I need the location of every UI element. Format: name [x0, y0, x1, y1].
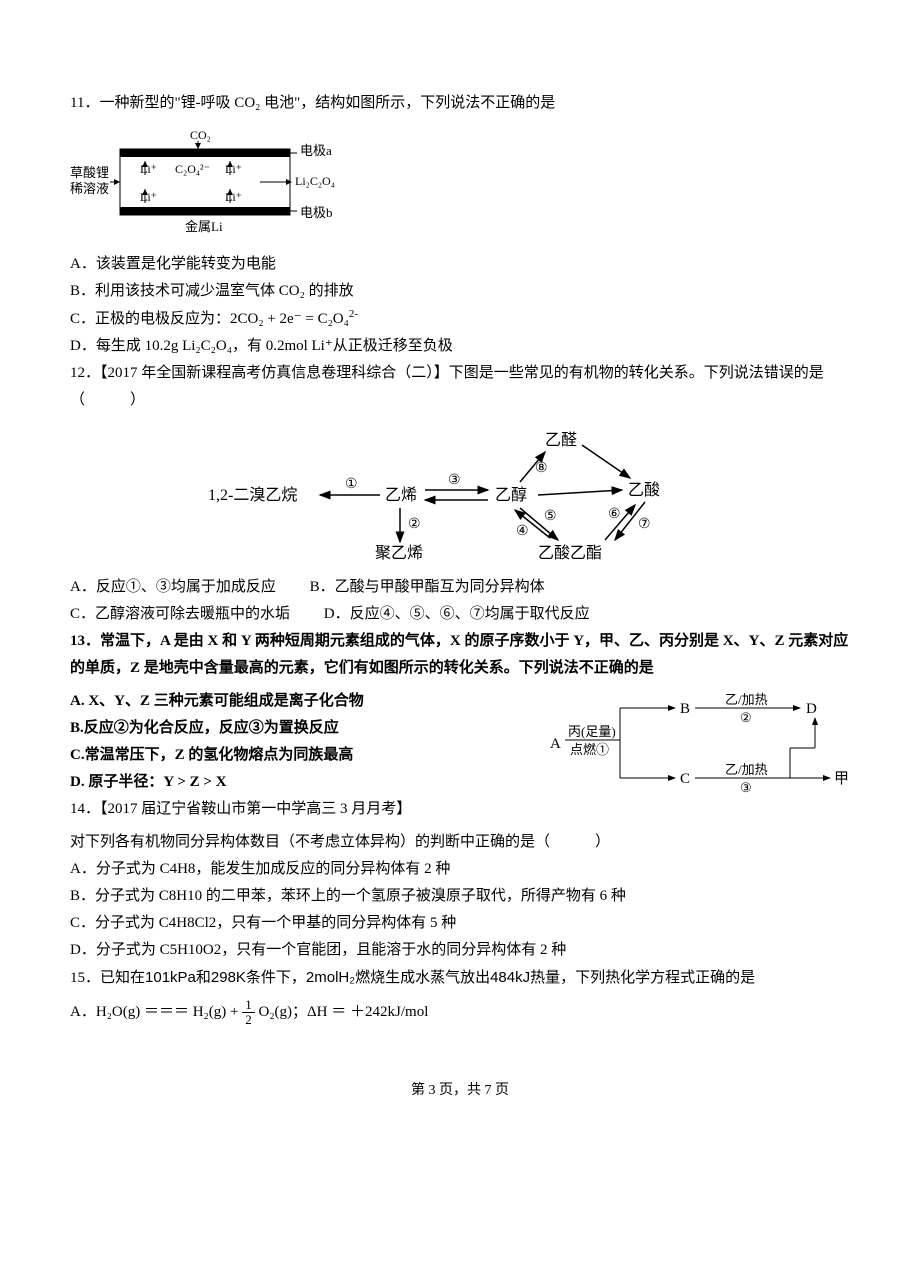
node-a: A — [550, 736, 561, 752]
edge-2: ② — [408, 517, 421, 532]
label-left1: 草酸锂 — [70, 165, 109, 180]
q12-opts-row2: C．乙醇溶液可除去暖瓶中的水垢 D．反应④、⑤、⑥、⑦均属于取代反应 — [70, 601, 850, 628]
label-li2c2o4: Li₂C₂O₄ — [295, 174, 335, 188]
edge2-label: 乙/加热 — [725, 692, 768, 707]
edge-5: ⑤ — [544, 509, 557, 524]
label-li4: Li⁺ — [225, 190, 242, 204]
q11-opt-d: D．每生成 10.2g Li₂C₂O₄，有 0.2mol Li⁺从正极迁移至负极 — [70, 333, 850, 360]
node-ethanol: 乙醇 — [495, 486, 527, 504]
q13-opt-d: D. 原子半径：Y > Z > X — [70, 769, 540, 796]
page-footer: 第 3 页，共 7 页 — [70, 1078, 850, 1103]
node-b: B — [680, 701, 690, 717]
edge-3: ③ — [448, 473, 461, 488]
q14-opt-c: C．分子式为 C4H8Cl2，只有一个甲基的同分异构体有 5 种 — [70, 910, 850, 937]
q13-opt-b: B.反应②为化合反应，反应③为置换反应 — [70, 715, 540, 742]
node-acetic: 乙酸 — [628, 481, 660, 499]
q12-opt-b: B．乙酸与甲酸甲酯互为同分异构体 — [310, 574, 545, 601]
q13-stem: 13．常温下，A 是由 X 和 Y 两种短周期元素组成的气体，X 的原子序数小于… — [70, 628, 850, 682]
q11-opt-c: C．正极的电极反应为：2CO₂ + 2e⁻ = C₂O₄2- — [70, 305, 850, 333]
label-electrode-b: 电极b — [300, 205, 333, 220]
node-ethene: 乙烯 — [385, 486, 417, 504]
q12-opt-c: C．乙醇溶液可除去暖瓶中的水垢 — [70, 601, 290, 628]
label-co2: CO₂ — [190, 128, 211, 142]
q13-opt-c: C.常温常压下，Z 的氢化物熔点为同族最高 — [70, 742, 540, 769]
q14-opt-a: A．分子式为 C4H8，能发生加成反应的同分异构体有 2 种 — [70, 856, 850, 883]
cond-bot: 点燃① — [570, 742, 609, 757]
q14-opt-b: B．分子式为 C8H10 的二甲苯，苯环上的一个氢原子被溴原子取代，所得产物有 … — [70, 883, 850, 910]
node-dibromo: 1,2-二溴乙烷 — [208, 486, 297, 504]
label-left2: 稀溶液 — [70, 181, 109, 196]
edge-6: ⑥ — [608, 507, 621, 522]
edge3-label: 乙/加热 — [725, 762, 768, 777]
q14-opt-d: D．分子式为 C5H10O2，只有一个官能团，且能溶于水的同分异构体有 2 种 — [70, 937, 850, 964]
label-li3: Li⁺ — [140, 190, 157, 204]
q12-opts-row1: A．反应①、③均属于加成反应 B．乙酸与甲酸甲酯互为同分异构体 — [70, 574, 850, 601]
q15-stem: 15．已知在101kPa和298K条件下，2molH₂燃烧生成水蒸气放出484k… — [70, 964, 850, 992]
q13-opt-a: A. X、Y、Z 三种元素可能组成是离子化合物 — [70, 688, 540, 715]
label-li2: Li⁺ — [225, 162, 242, 176]
node-d: D — [806, 701, 817, 717]
node-c: C — [680, 771, 690, 787]
q11-stem: 11．一种新型的"锂-呼吸 CO₂ 电池"，结构如图所示，下列说法不正确的是 — [70, 90, 850, 117]
cond-top: 丙(足量) — [568, 724, 616, 739]
q12-opt-a: A．反应①、③均属于加成反应 — [70, 574, 276, 601]
q11-opt-a: A．该装置是化学能转变为电能 — [70, 251, 850, 278]
q13-diagram: A 丙(足量) 点燃① B C 乙/加热 ② D 乙/加热 ③ 甲 — [550, 688, 850, 808]
label-electrode-a: 电极a — [300, 143, 332, 158]
q12-opt-d: D．反应④、⑤、⑥、⑦均属于取代反应 — [324, 601, 590, 628]
node-jia: 甲 — [834, 771, 849, 787]
label-li1: Li⁺ — [140, 162, 157, 176]
node-acetal: 乙醛 — [545, 431, 577, 449]
edge2-num: ② — [740, 710, 752, 725]
node-pe: 聚乙烯 — [375, 544, 423, 562]
q14-stem2: 对下列各有机物同分异构体数目（不考虑立体异构）的判断中正确的是（ ） — [70, 829, 850, 856]
q15-opt-a: A．H₂O(g) ＝＝＝ H₂(g) + 12 O₂(g)；ΔH ＝ ＋242k… — [70, 998, 850, 1028]
q11-diagram: CO₂ 电极a 草酸锂 稀溶液 Li⁺ C₂O₄²⁻ Li⁺ Li⁺ Li⁺ L… — [70, 127, 360, 237]
node-ester: 乙酸乙酯 — [538, 544, 602, 562]
q12-stem: 12．【2017 年全国新课程高考仿真信息卷理科综合（二）】下图是一些常见的有机… — [70, 360, 850, 414]
edge3-num: ③ — [740, 780, 752, 795]
q11-opt-b: B．利用该技术可减少温室气体 CO₂ 的排放 — [70, 278, 850, 305]
edge-8: ⑧ — [535, 461, 548, 476]
edge-7: ⑦ — [638, 517, 651, 532]
edge-1: ① — [345, 477, 358, 492]
label-metal-li: 金属Li — [185, 219, 223, 234]
label-c2o4: C₂O₄²⁻ — [175, 162, 210, 176]
q12-diagram: 1,2-二溴乙烷 乙烯 聚乙烯 乙醇 乙醛 乙酸 乙酸乙酯 ① ② ③ ⑧ ④ … — [200, 420, 720, 570]
edge-4: ④ — [516, 524, 529, 539]
